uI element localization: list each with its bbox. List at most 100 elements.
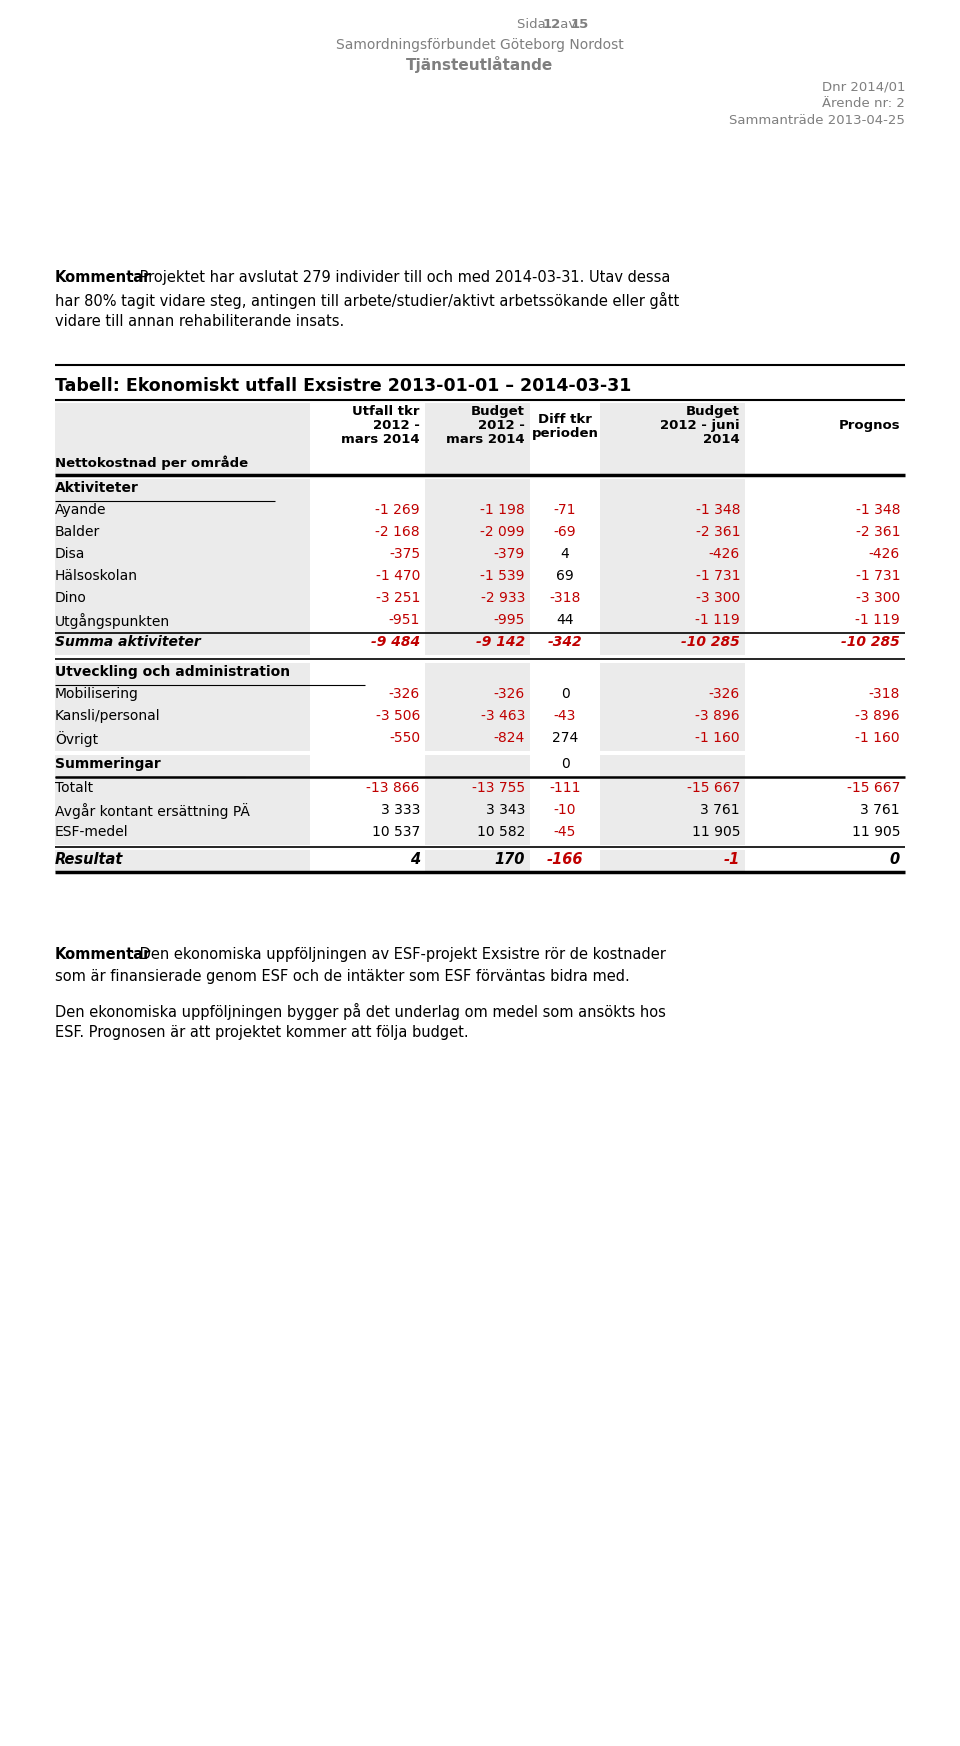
Bar [425, 501, 530, 524]
Text: 15: 15 [571, 17, 589, 31]
Text: Tabell: Ekonomiskt utfall Exsistre 2013-01-01 – 2014-03-31: Tabell: Ekonomiskt utfall Exsistre 2013-… [55, 377, 632, 395]
Text: 3 761: 3 761 [860, 803, 900, 817]
Bar [600, 545, 745, 567]
Text: Aktiviteter: Aktiviteter [55, 480, 139, 496]
Bar [55, 478, 310, 501]
Bar [55, 684, 310, 707]
Text: 3 343: 3 343 [486, 803, 525, 817]
Bar [600, 403, 745, 475]
Bar [600, 730, 745, 751]
Bar [600, 779, 745, 801]
Text: 44: 44 [556, 613, 574, 627]
Bar [425, 730, 530, 751]
Bar [600, 822, 745, 845]
Bar [425, 634, 530, 655]
Text: -824: -824 [493, 732, 525, 746]
Text: -1 160: -1 160 [855, 732, 900, 746]
Bar [55, 850, 310, 871]
Text: Nettokostnad per område: Nettokostnad per område [55, 456, 248, 470]
Text: -13 755: -13 755 [472, 780, 525, 794]
Text: 3 761: 3 761 [701, 803, 740, 817]
Bar [600, 478, 745, 501]
Text: 2014: 2014 [704, 433, 740, 445]
Bar [425, 822, 530, 845]
Text: -111: -111 [549, 780, 581, 794]
Bar [55, 611, 310, 634]
Bar [600, 567, 745, 588]
Text: 12: 12 [543, 17, 562, 31]
Text: -2 099: -2 099 [481, 526, 525, 540]
Text: 170: 170 [494, 852, 525, 868]
Text: 2012 -: 2012 - [478, 419, 525, 431]
Text: -45: -45 [554, 826, 576, 840]
Text: Dino: Dino [55, 590, 86, 606]
Bar [425, 524, 530, 545]
Bar [600, 501, 745, 524]
Text: -3 300: -3 300 [855, 590, 900, 606]
Bar [600, 850, 745, 871]
Text: Utveckling och administration: Utveckling och administration [55, 665, 290, 679]
Text: -3 896: -3 896 [855, 709, 900, 723]
Text: 2012 - juni: 2012 - juni [660, 419, 740, 431]
Bar [55, 545, 310, 567]
Text: -379: -379 [493, 546, 525, 560]
Bar [55, 403, 310, 475]
Bar [55, 730, 310, 751]
Text: Hälsoskolan: Hälsoskolan [55, 569, 138, 583]
Text: -3 463: -3 463 [481, 709, 525, 723]
Text: -375: -375 [389, 546, 420, 560]
Text: Sammanträde 2013-04-25: Sammanträde 2013-04-25 [730, 113, 905, 127]
Bar [600, 707, 745, 730]
Bar [600, 588, 745, 611]
Text: -166: -166 [547, 852, 584, 868]
Text: ESF-medel: ESF-medel [55, 826, 129, 840]
Text: mars 2014: mars 2014 [446, 433, 525, 445]
Text: -326: -326 [708, 686, 740, 700]
Text: som är finansierade genom ESF och de intäkter som ESF förväntas bidra med.: som är finansierade genom ESF och de int… [55, 969, 630, 985]
Text: 10 537: 10 537 [372, 826, 420, 840]
Text: -2 168: -2 168 [375, 526, 420, 540]
Text: -15 667: -15 667 [686, 780, 740, 794]
Text: -9 484: -9 484 [371, 636, 420, 650]
Text: -1 269: -1 269 [375, 503, 420, 517]
Bar [55, 801, 310, 822]
Text: -3 896: -3 896 [695, 709, 740, 723]
Bar [425, 684, 530, 707]
Text: Sida: Sida [517, 17, 550, 31]
Text: Kansli/personal: Kansli/personal [55, 709, 160, 723]
Text: 11 905: 11 905 [691, 826, 740, 840]
Text: 3 333: 3 333 [380, 803, 420, 817]
Text: -426: -426 [869, 546, 900, 560]
Text: -1 119: -1 119 [855, 613, 900, 627]
Text: 0: 0 [561, 758, 569, 772]
Bar [55, 779, 310, 801]
Text: -10 285: -10 285 [682, 636, 740, 650]
Text: 4: 4 [410, 852, 420, 868]
Text: -2 933: -2 933 [481, 590, 525, 606]
Text: -318: -318 [869, 686, 900, 700]
Text: -3 251: -3 251 [375, 590, 420, 606]
Text: -1 731: -1 731 [855, 569, 900, 583]
Text: -1 348: -1 348 [855, 503, 900, 517]
Text: -1: -1 [724, 852, 740, 868]
Text: -10: -10 [554, 803, 576, 817]
Bar [55, 524, 310, 545]
Text: -342: -342 [548, 636, 583, 650]
Bar [425, 478, 530, 501]
Bar [55, 707, 310, 730]
Text: 274: 274 [552, 732, 578, 746]
Text: -1 160: -1 160 [695, 732, 740, 746]
Text: Disa: Disa [55, 546, 85, 560]
Text: -1 119: -1 119 [695, 613, 740, 627]
Text: Samordningsförbundet Göteborg Nordost: Samordningsförbundet Göteborg Nordost [336, 38, 624, 52]
Text: -10 285: -10 285 [841, 636, 900, 650]
Bar [55, 754, 310, 777]
Text: -1 731: -1 731 [695, 569, 740, 583]
Bar [425, 403, 530, 475]
Text: har 80% tagit vidare steg, antingen till arbete/studier/aktivt arbetssökande ell: har 80% tagit vidare steg, antingen till… [55, 292, 680, 309]
Bar [600, 611, 745, 634]
Bar [55, 501, 310, 524]
Text: 11 905: 11 905 [852, 826, 900, 840]
Text: 2012 -: 2012 - [373, 419, 420, 431]
Text: -318: -318 [549, 590, 581, 606]
